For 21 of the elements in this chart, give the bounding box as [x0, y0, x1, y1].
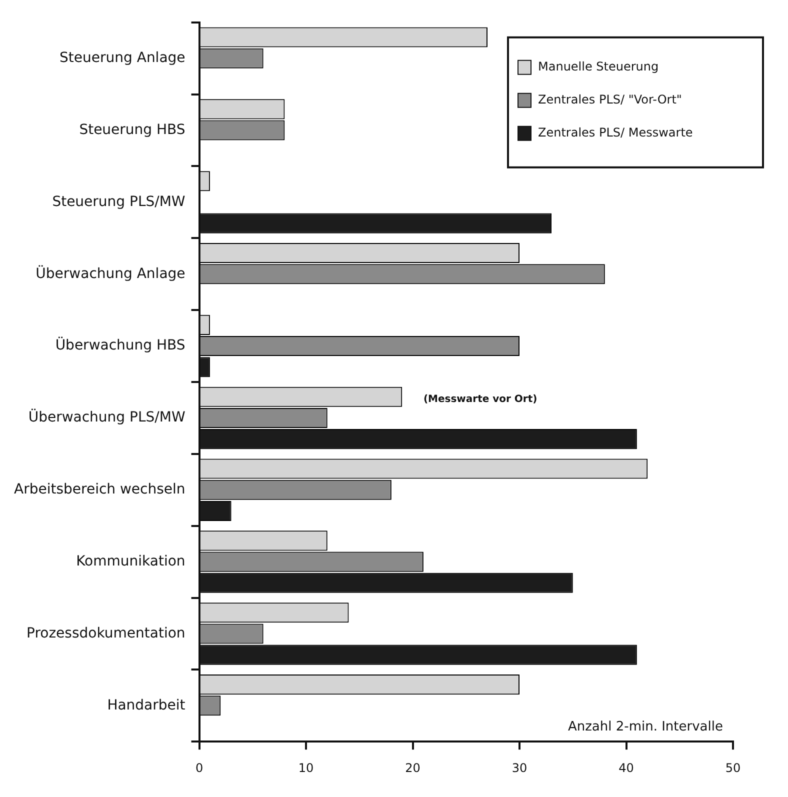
x-tick-label: 10 — [298, 760, 314, 775]
x-tick-label: 40 — [618, 760, 634, 775]
annotation: (Messwarte vor Ort) — [423, 394, 538, 405]
x-tick-label: 30 — [512, 760, 528, 775]
y-tick-label: Steuerung HBS — [79, 122, 186, 138]
legend-label: Manuelle Steuerung — [538, 60, 659, 74]
y-tick-label: Überwachung PLS/MW — [28, 408, 186, 426]
legend-label: Zentrales PLS/ Messwarte — [538, 126, 693, 140]
y-tick-label: Kommunikation — [76, 553, 186, 570]
y-tick-label: Arbeitsbereich wechseln — [14, 482, 186, 498]
x-tick-label: 20 — [405, 760, 420, 775]
y-tick-label: Handarbeit — [107, 697, 186, 714]
y-tick-label: Überwachung HBS — [55, 336, 186, 354]
x-tick-label: 0 — [195, 760, 204, 775]
x-axis-title: Anzahl 2-min. Intervalle — [568, 719, 723, 734]
y-tick-label: Überwachung Anlage — [36, 264, 186, 282]
x-tick-label: 50 — [725, 760, 741, 775]
y-tick-label: Steuerung Anlage — [60, 50, 186, 66]
legend-label: Zentrales PLS/ "Vor-Ort" — [538, 92, 682, 107]
y-tick-label: Prozessdokumentation — [26, 625, 186, 642]
y-tick-label: Steuerung PLS/MW — [52, 194, 186, 210]
